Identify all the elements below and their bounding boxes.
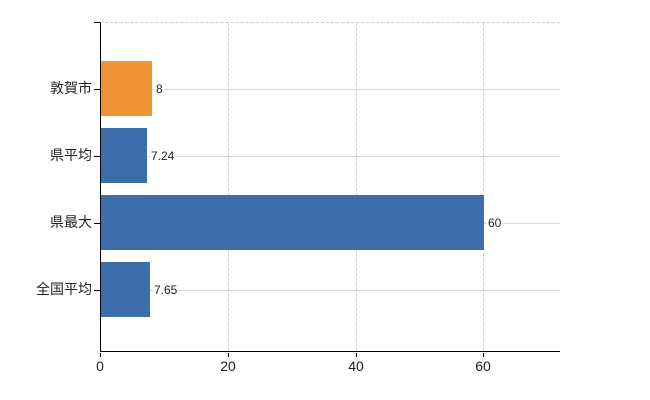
x-axis-tick-label: 20 [220,358,236,374]
category-label-敦賀市: 敦賀市 [50,80,92,96]
category-label-県平均: 県平均 [50,147,92,163]
bar-value-label: 7.24 [150,149,176,163]
bar-value-label: 7.65 [153,283,179,297]
bar-value-label: 8 [155,82,164,96]
bar-敦賀市[interactable] [101,61,152,116]
horizontal-gridline [101,290,560,291]
x-axis-tick-label: 40 [348,358,364,374]
vertical-gridline [356,23,357,351]
horizontal-gridline [101,156,560,157]
plot-area: 8 7.24 60 7.65 [94,22,560,357]
bar-県平均[interactable] [101,128,147,183]
category-label-全国平均: 全国平均 [36,281,92,297]
y-axis-tick [94,290,100,291]
y-axis-end-tick [94,22,100,23]
category-label-県最大: 県最大 [50,214,92,230]
x-axis-tick [100,353,101,357]
bar-県最大[interactable] [101,195,484,250]
x-axis-tick [356,353,357,357]
x-axis-tick [483,353,484,357]
x-axis-tick-label: 0 [96,358,104,374]
x-axis-tick [228,353,229,357]
y-axis-tick [94,156,100,157]
vertical-gridline [228,23,229,351]
vertical-gridline [483,23,484,351]
x-axis-tick-label: 60 [475,358,491,374]
bar-value-label: 60 [487,216,503,230]
y-axis-tick [94,223,100,224]
y-axis-tick [94,89,100,90]
bar-全国平均[interactable] [101,262,150,317]
horizontal-gridline [101,89,560,90]
